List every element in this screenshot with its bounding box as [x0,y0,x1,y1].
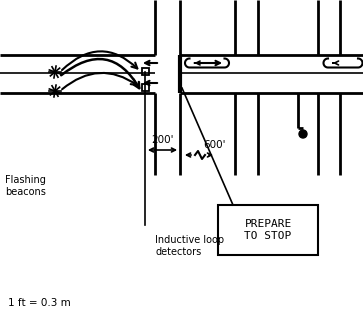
Text: Inductive loop
detectors: Inductive loop detectors [155,235,224,256]
Bar [142,84,149,91]
Text: 600': 600' [203,140,225,150]
Text: 200': 200' [151,135,174,145]
Text: Flashing
beacons: Flashing beacons [5,175,46,197]
Bar [218,205,318,255]
Text: PREPARE
TO STOP: PREPARE TO STOP [244,219,291,241]
Text: 1 ft = 0.3 m: 1 ft = 0.3 m [8,298,71,308]
Circle shape [299,130,307,138]
Bar [142,68,149,75]
